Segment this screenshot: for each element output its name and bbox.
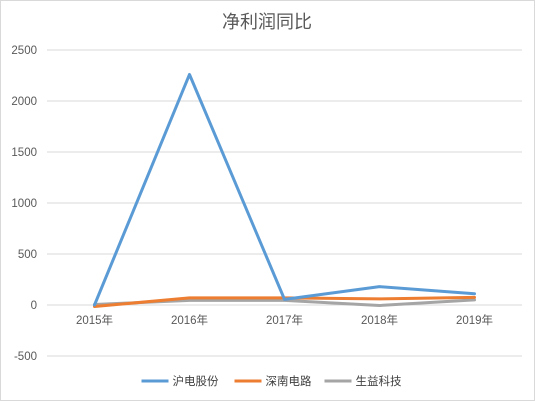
chart-title: 净利润同比 — [222, 12, 312, 33]
legend-label: 生益科技 — [356, 374, 402, 388]
x-tick-label: 2015年 — [76, 313, 113, 327]
x-tick-label: 2016年 — [171, 313, 208, 327]
legend-label: 沪电股份 — [173, 374, 219, 388]
y-tick-label: 2000 — [11, 96, 37, 108]
x-tick-label: 2017年 — [266, 313, 303, 327]
series-line — [93, 72, 476, 307]
x-tick-label: 2019年 — [456, 313, 493, 327]
y-tick-label: -500 — [14, 351, 37, 363]
series-layer — [93, 72, 476, 309]
y-tick-label: 500 — [18, 249, 37, 261]
y-tick-label: 2500 — [11, 45, 37, 57]
x-axis-ticks: 2015年 2016年 2017年 2018年 2019年 — [76, 313, 493, 327]
watermark-text: 欧成聊成长股 — [458, 380, 530, 394]
x-tick-label: 2018年 — [361, 313, 398, 327]
y-axis-ticks: 2500 2000 1500 1000 500 0 -500 — [11, 45, 37, 363]
y-tick-label: 0 — [31, 300, 37, 312]
legend: 沪电股份 深南电路 生益科技 — [141, 374, 402, 388]
legend-label: 深南电路 — [266, 374, 312, 388]
grid-layer — [47, 49, 522, 357]
y-tick-label: 1000 — [11, 198, 37, 210]
y-tick-label: 1500 — [11, 147, 37, 159]
